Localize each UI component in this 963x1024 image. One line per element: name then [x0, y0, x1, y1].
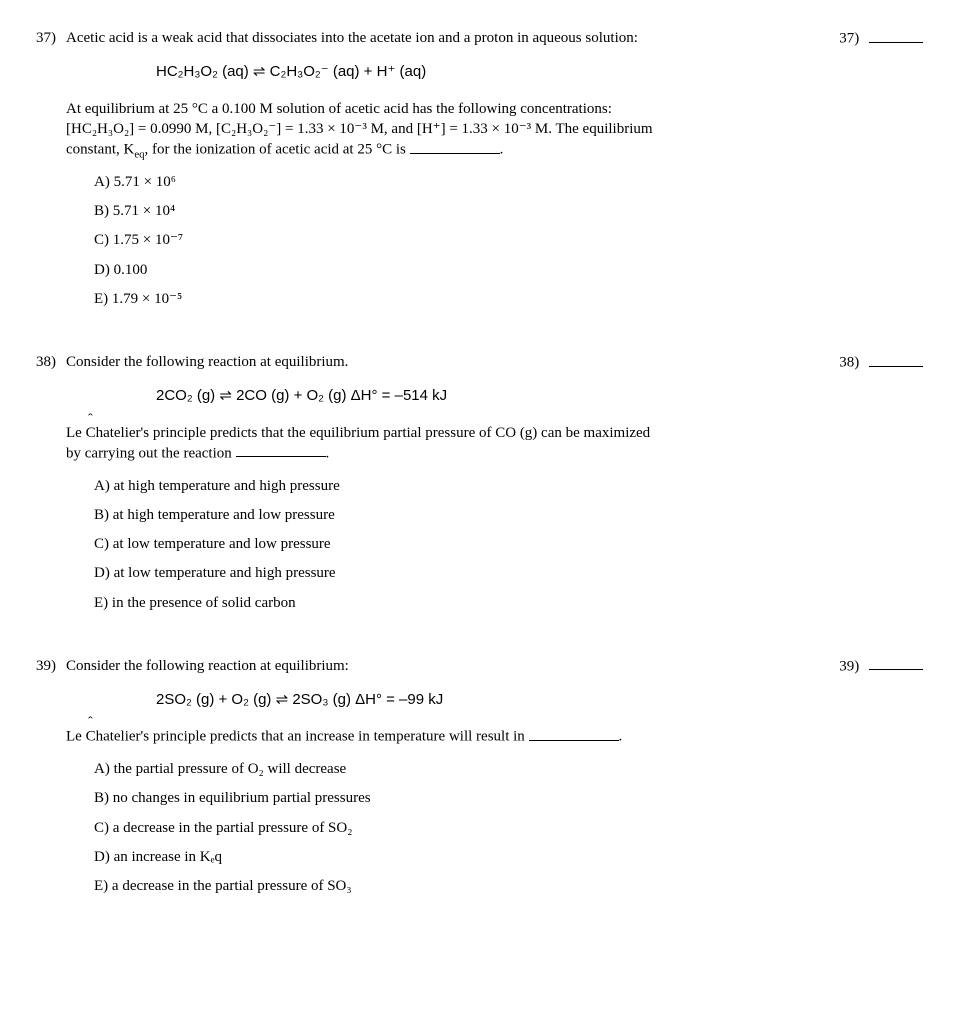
choice-d[interactable]: D) 0.100 [94, 260, 833, 280]
choice-a[interactable]: A) 5.71 × 10⁶ [94, 172, 833, 192]
fill-blank[interactable] [236, 443, 326, 458]
choice-e[interactable]: E) 1.79 × 10⁻⁵ [94, 289, 833, 309]
question-39: 39) 39) Consider the following reaction … [36, 656, 923, 906]
paragraph: by carrying out the reaction . [66, 443, 833, 464]
fill-blank[interactable] [529, 726, 619, 741]
question-37: 37) 37) Acetic acid is a weak acid that … [36, 28, 923, 318]
choice-c[interactable]: C) at low temperature and low pressure [94, 534, 833, 554]
question-number: 37) [36, 28, 66, 48]
question-intro: Acetic acid is a weak acid that dissocia… [66, 30, 638, 46]
choice-a[interactable]: A) at high temperature and high pressure [94, 476, 833, 496]
answer-slot-38: 38) [839, 352, 923, 373]
choice-list: A) 5.71 × 10⁶ B) 5.71 × 10⁴ C) 1.75 × 10… [94, 172, 833, 309]
question-intro: Consider the following reaction at equil… [66, 658, 349, 674]
choice-list: A) at high temperature and high pressure… [94, 476, 833, 613]
answer-blank[interactable] [869, 352, 923, 367]
equation: 2CO₂ (g) ⇌ 2CO (g) + O₂ (g) ΔH° = –514 k… [156, 386, 833, 406]
paragraph: At equilibrium at 25 °C a 0.100 M soluti… [66, 99, 833, 119]
choice-list: A) the partial pressure of O₂ will decre… [94, 759, 833, 896]
choice-c[interactable]: C) 1.75 × 10⁻⁷ [94, 230, 833, 250]
equation: HC₂H₃O₂ (aq) ⇌ C₂H₃O₂⁻ (aq) + H⁺ (aq) [156, 62, 833, 82]
question-number: 39) [36, 656, 66, 676]
paragraph: [HC₂H₃O₂] = 0.0990 M, [C₂H₃O₂⁻] = 1.33 ×… [66, 119, 833, 139]
answer-slot-39: 39) [839, 656, 923, 677]
equation: 2SO₂ (g) + O₂ (g) ⇌ 2SO₃ (g) ΔH° = –99 k… [156, 690, 833, 710]
fill-blank[interactable] [410, 139, 500, 154]
answer-slot-37: 37) [839, 28, 923, 49]
answer-label: 38) [839, 355, 859, 371]
question-38: 38) 38) Consider the following reaction … [36, 352, 923, 622]
choice-c[interactable]: C) a decrease in the partial pressure of… [94, 818, 833, 838]
choice-e[interactable]: E) a decrease in the partial pressure of… [94, 876, 833, 896]
choice-d[interactable]: D) an increase in Kₑq [94, 847, 833, 867]
answer-blank[interactable] [869, 656, 923, 671]
question-number: 38) [36, 352, 66, 372]
choice-b[interactable]: B) no changes in equilibrium partial pre… [94, 788, 833, 808]
choice-e[interactable]: E) in the presence of solid carbon [94, 593, 833, 613]
choice-d[interactable]: D) at low temperature and high pressure [94, 563, 833, 583]
paragraph: constant, Keq, for the ionization of ace… [66, 139, 833, 160]
paragraph: Le Chatelier's principle predicts that a… [66, 726, 833, 747]
question-intro: Consider the following reaction at equil… [66, 354, 348, 370]
answer-blank[interactable] [869, 28, 923, 43]
answer-label: 37) [839, 31, 859, 47]
choice-b[interactable]: B) 5.71 × 10⁴ [94, 201, 833, 221]
choice-b[interactable]: B) at high temperature and low pressure [94, 505, 833, 525]
choice-a[interactable]: A) the partial pressure of O₂ will decre… [94, 759, 833, 779]
paragraph: Le Chatelier's principle predicts that t… [66, 423, 833, 443]
answer-label: 39) [839, 658, 859, 674]
